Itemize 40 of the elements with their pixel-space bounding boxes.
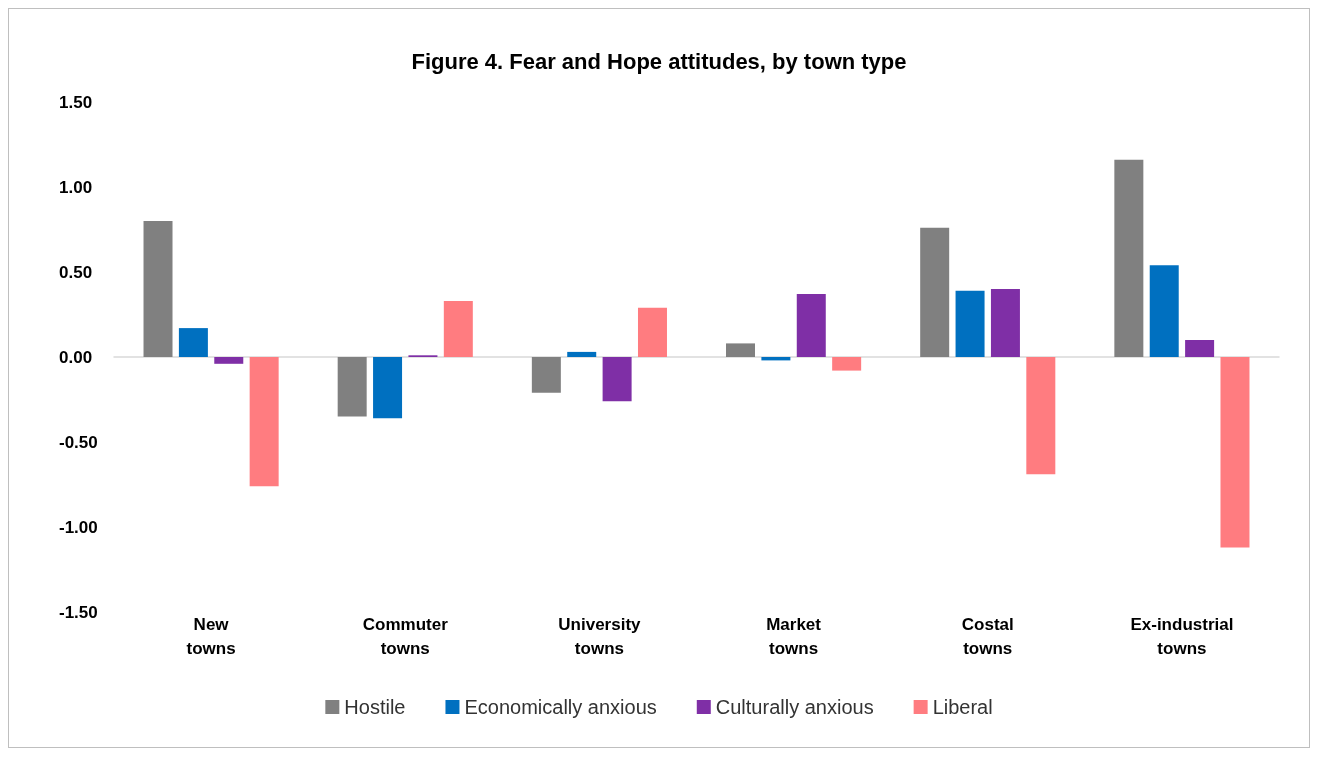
x-tick-label: New towns [186,614,236,658]
legend-label: Economically anxious [464,696,657,718]
x-tick-label: Ex-industrial towns [1130,614,1234,658]
bar [567,351,597,357]
bar [955,290,985,357]
bar [1220,357,1250,548]
bar [178,328,208,357]
bar [920,227,950,357]
bar [990,289,1020,357]
y-tick-label: 1.00 [59,177,93,197]
bar [443,300,473,357]
y-tick-label: -1.50 [59,602,98,622]
bar [1185,340,1215,357]
y-tick-label: 1.50 [59,92,93,112]
bar [637,307,667,357]
bar [373,357,403,419]
y-tick-label: 0.00 [59,347,93,367]
bar [602,357,632,402]
bar [832,357,862,371]
x-tick-label: University towns [558,614,642,658]
bar [143,221,173,357]
legend-label: Culturally anxious [715,696,874,718]
y-tick-label: -0.50 [59,432,98,452]
bar [796,294,826,357]
x-tick-label: Market towns [766,614,822,658]
bar [337,357,367,417]
bar [531,357,561,393]
bar [1149,265,1179,357]
legend-label: Liberal [932,696,993,718]
y-tick-label: -1.00 [59,517,98,537]
legend-label: Hostile [344,696,406,718]
bar [726,343,756,357]
bar [1026,357,1056,475]
y-tick-label: 0.50 [59,262,93,282]
bar [249,357,279,487]
chart-title: Figure 4. Fear and Hope attitudes, by town type [411,48,907,74]
x-tick-label: Commuter towns [362,614,449,658]
bar [1114,159,1144,357]
x-tick-label: Costal towns [961,614,1014,658]
bar [214,357,244,364]
